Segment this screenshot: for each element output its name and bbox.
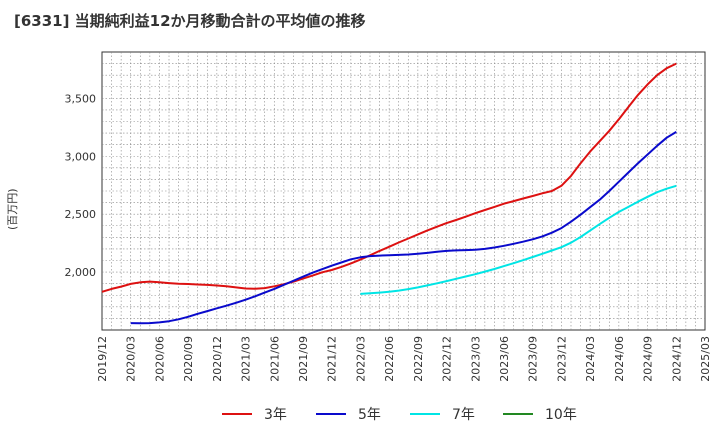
x-tick-label: 2023/09 (527, 336, 540, 382)
y-tick-label: 3,000 (65, 150, 97, 163)
x-tick-label: 2019/12 (96, 336, 109, 382)
x-tick-label: 2023/03 (469, 336, 482, 382)
legend-label: 5年 (358, 407, 381, 423)
x-tick-label: 2020/09 (182, 336, 195, 382)
x-tick-label: 2021/06 (268, 336, 281, 382)
legend-label: 10年 (545, 407, 577, 423)
series-line (101, 62, 677, 293)
x-tick-label: 2020/03 (125, 336, 138, 382)
x-tick-label: 2022/12 (441, 336, 454, 382)
x-tick-label: 2024/09 (642, 336, 655, 382)
y-tick-label: 2,500 (65, 208, 97, 221)
x-tick-label: 2021/12 (326, 336, 339, 382)
x-tick-label: 2022/09 (412, 336, 425, 382)
x-tick-label: 2020/06 (153, 336, 166, 382)
legend-label: 7年 (452, 407, 475, 423)
legend-label: 3年 (264, 407, 287, 423)
x-tick-label: 2023/06 (498, 336, 511, 382)
x-tick-label: 2023/12 (555, 336, 568, 382)
series-line (360, 184, 677, 295)
x-tick-label: 2024/03 (584, 336, 597, 382)
x-tick-label: 2022/03 (354, 336, 367, 382)
x-tick-label: 2025/03 (699, 336, 712, 382)
x-tick-label: 2021/03 (240, 336, 253, 382)
x-tick-label: 2024/12 (670, 336, 683, 382)
y-tick-label: 3,500 (65, 92, 97, 105)
x-tick-label: 2022/06 (383, 336, 396, 382)
x-tick-label: 2020/12 (211, 336, 224, 382)
x-tick-label: 2021/09 (297, 336, 310, 382)
y-tick-label: 2,000 (65, 266, 97, 279)
x-tick-label: 2024/06 (613, 336, 626, 382)
chart-title: [6331] 当期純利益12か月移動合計の平均値の推移 (14, 12, 366, 30)
series-line (130, 131, 677, 325)
